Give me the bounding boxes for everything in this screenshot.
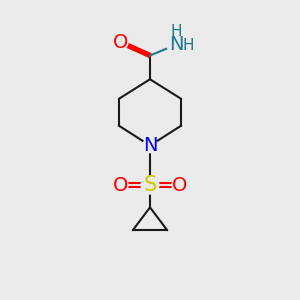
Text: O: O <box>112 33 128 52</box>
Text: O: O <box>112 176 128 195</box>
Circle shape <box>172 177 188 193</box>
Circle shape <box>167 34 188 55</box>
Text: H: H <box>171 24 182 39</box>
Text: H: H <box>183 38 194 53</box>
Text: N: N <box>143 136 157 155</box>
Text: O: O <box>172 176 188 195</box>
Text: N: N <box>169 35 184 54</box>
Circle shape <box>112 34 128 50</box>
Text: S: S <box>143 175 157 195</box>
Circle shape <box>112 177 128 193</box>
Circle shape <box>141 176 159 194</box>
Circle shape <box>143 138 157 153</box>
